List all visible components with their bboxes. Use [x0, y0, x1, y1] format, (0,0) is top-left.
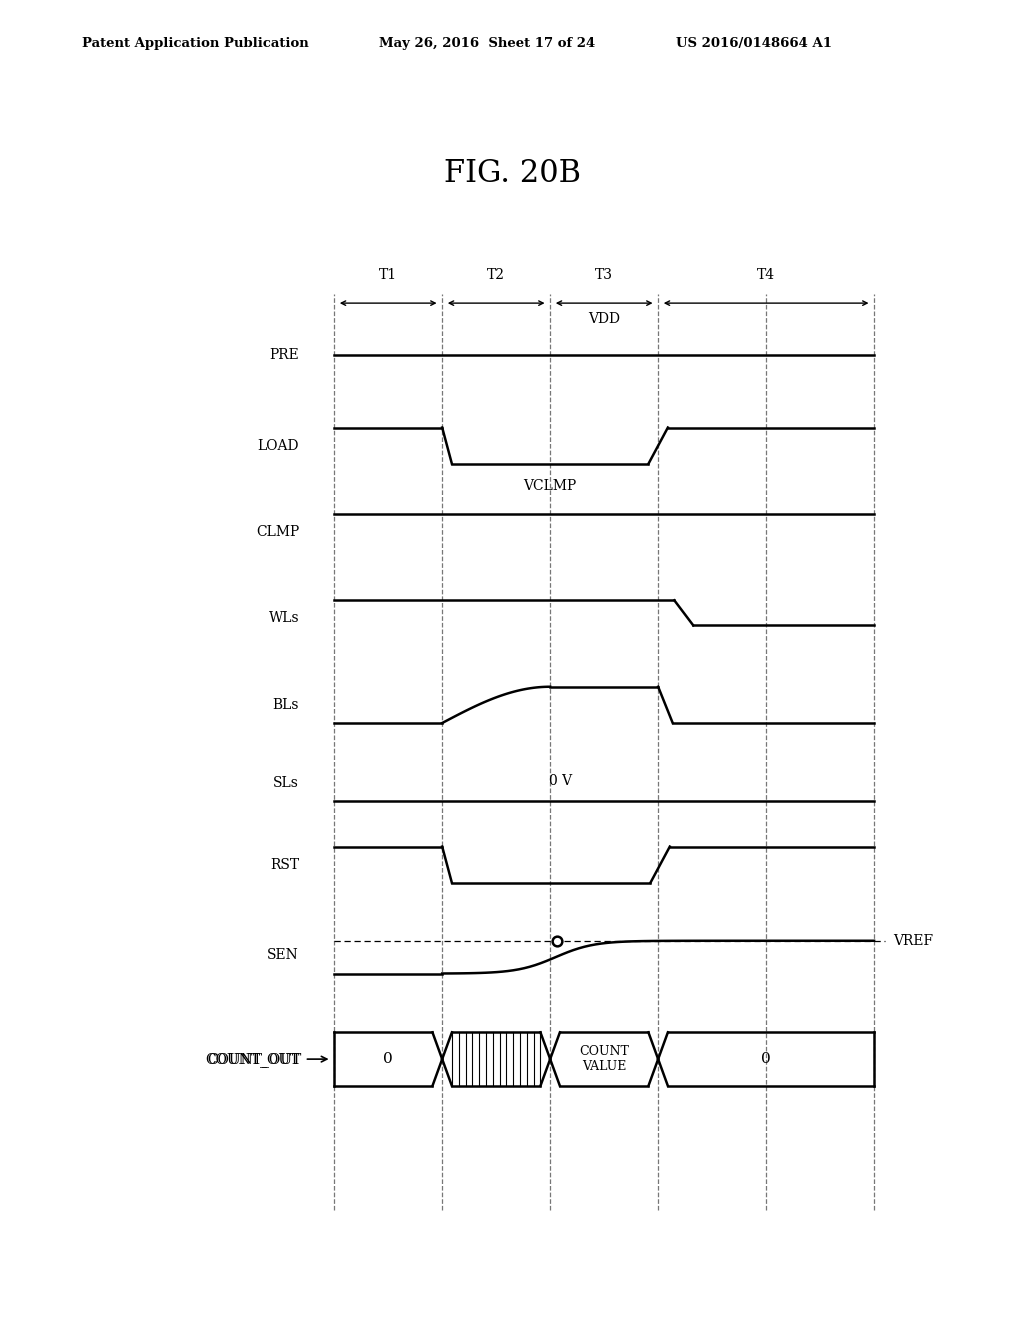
Text: 0: 0 [383, 1052, 393, 1067]
Text: COUNT_OUT: COUNT_OUT [205, 1052, 299, 1067]
Text: T2: T2 [487, 268, 505, 281]
Text: COUNT
VALUE: COUNT VALUE [580, 1045, 629, 1073]
Text: 0: 0 [761, 1052, 771, 1067]
Text: T4: T4 [757, 268, 775, 281]
Text: SLs: SLs [273, 776, 299, 789]
Text: COUNT_OUT: COUNT_OUT [208, 1052, 302, 1067]
Text: May 26, 2016  Sheet 17 of 24: May 26, 2016 Sheet 17 of 24 [379, 37, 595, 50]
Text: VREF: VREF [893, 933, 933, 948]
Text: LOAD: LOAD [258, 438, 299, 453]
Text: SEN: SEN [267, 949, 299, 962]
Text: RST: RST [270, 858, 299, 871]
Text: Patent Application Publication: Patent Application Publication [82, 37, 308, 50]
Text: VDD: VDD [588, 312, 621, 326]
Text: WLs: WLs [268, 611, 299, 626]
Text: VCLMP: VCLMP [523, 479, 577, 494]
Text: T1: T1 [379, 268, 397, 281]
Text: FIG. 20B: FIG. 20B [443, 158, 581, 189]
Text: PRE: PRE [269, 348, 299, 362]
Text: BLs: BLs [272, 698, 299, 711]
Text: T3: T3 [595, 268, 613, 281]
Text: 0 V: 0 V [550, 774, 572, 788]
Text: CLMP: CLMP [256, 525, 299, 539]
Text: US 2016/0148664 A1: US 2016/0148664 A1 [676, 37, 831, 50]
